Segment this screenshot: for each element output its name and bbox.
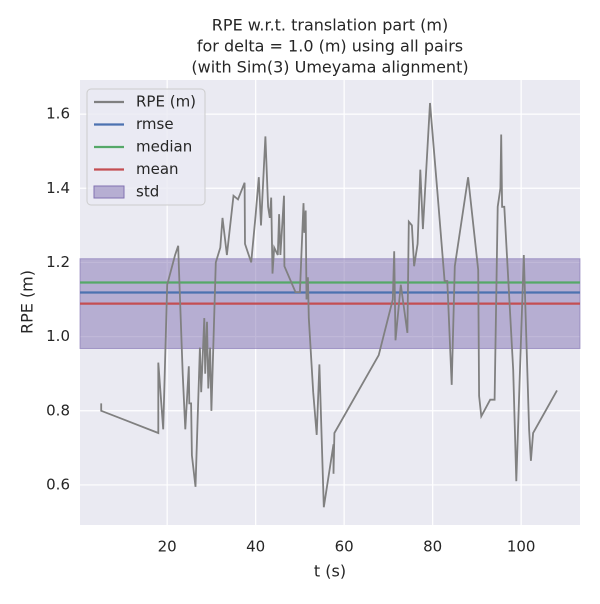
x-tick-label: 40 bbox=[246, 538, 265, 556]
y-tick-label: 1.4 bbox=[46, 179, 70, 197]
x-axis-label: t (s) bbox=[314, 562, 346, 581]
y-tick-label: 1.0 bbox=[46, 327, 70, 345]
legend-label: mean bbox=[136, 160, 179, 178]
legend: RPE (m) rmse median mean std bbox=[86, 88, 206, 206]
chart-title: for delta = 1.0 (m) using all pairs bbox=[197, 37, 463, 56]
legend-box bbox=[86, 88, 206, 206]
x-tick-label: 60 bbox=[335, 538, 354, 556]
x-tick-label: 80 bbox=[423, 538, 442, 556]
y-tick-label: 0.8 bbox=[46, 401, 70, 419]
y-tick-label: 0.6 bbox=[46, 475, 70, 493]
x-tick-label: 20 bbox=[158, 538, 177, 556]
legend-swatch bbox=[93, 185, 125, 199]
legend-label: rmse bbox=[136, 115, 174, 133]
chart-title: (with Sim(3) Umeyama alignment) bbox=[191, 58, 468, 77]
legend-label: std bbox=[136, 183, 159, 201]
y-tick-label: 1.6 bbox=[46, 105, 70, 123]
y-axis-label: RPE (m) bbox=[18, 270, 37, 334]
data-line bbox=[100, 102, 558, 508]
y-tick-label: 1.2 bbox=[46, 253, 70, 271]
legend-label: RPE (m) bbox=[136, 93, 196, 111]
chart-title: RPE w.r.t. translation part (m) bbox=[212, 16, 448, 35]
legend-label: median bbox=[136, 138, 192, 156]
x-tick-label: 100 bbox=[507, 538, 536, 556]
